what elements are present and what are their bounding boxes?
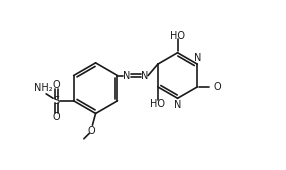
Text: N: N xyxy=(141,71,148,81)
Text: HO: HO xyxy=(170,31,185,41)
Text: N: N xyxy=(174,100,181,109)
Text: HO: HO xyxy=(150,99,165,109)
Text: N: N xyxy=(123,71,131,81)
Text: S: S xyxy=(53,96,59,106)
Text: O: O xyxy=(87,126,95,137)
Text: N: N xyxy=(194,53,201,63)
Text: O: O xyxy=(214,82,221,92)
Text: O: O xyxy=(52,112,60,122)
Text: O: O xyxy=(52,80,60,90)
Text: NH₂: NH₂ xyxy=(34,82,52,92)
